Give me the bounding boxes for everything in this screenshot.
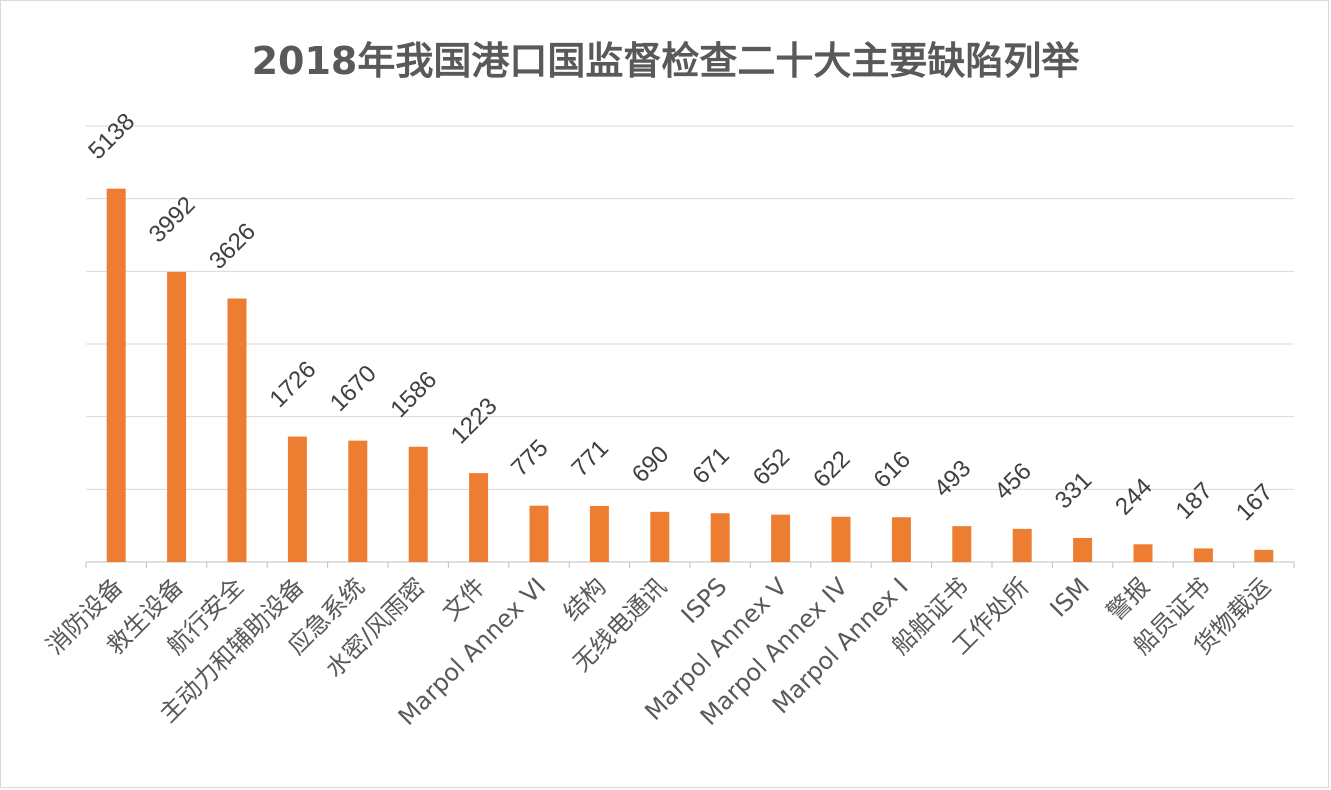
bar bbox=[710, 513, 730, 562]
data-label: 690 bbox=[627, 441, 674, 488]
data-label: 771 bbox=[567, 435, 614, 482]
data-label: 671 bbox=[687, 442, 734, 489]
data-label: 775 bbox=[506, 435, 553, 482]
chart-title: 2018年我国港口国监督检查二十大主要缺陷列举 bbox=[251, 39, 1080, 83]
bar bbox=[1193, 548, 1213, 562]
bar bbox=[529, 505, 549, 562]
bar bbox=[650, 511, 670, 562]
data-label: 493 bbox=[929, 455, 976, 502]
data-label: 5138 bbox=[83, 108, 140, 165]
category-label: ISM bbox=[1045, 572, 1095, 622]
data-label: 456 bbox=[989, 458, 1036, 505]
category-label: 警报 bbox=[1102, 572, 1156, 626]
data-label: 187 bbox=[1171, 477, 1218, 524]
bar bbox=[227, 298, 247, 562]
bar bbox=[1012, 528, 1032, 562]
data-label: 3626 bbox=[204, 218, 261, 275]
bar bbox=[167, 271, 187, 562]
bar bbox=[589, 505, 609, 562]
data-label: 331 bbox=[1050, 467, 1097, 514]
data-label: 622 bbox=[808, 446, 855, 493]
data-label: 1726 bbox=[265, 356, 322, 413]
bar bbox=[1133, 544, 1153, 562]
data-label: 244 bbox=[1110, 473, 1157, 520]
category-label: 文件 bbox=[437, 572, 491, 626]
bar bbox=[1254, 549, 1274, 562]
bar bbox=[831, 516, 851, 562]
gridlines bbox=[85, 125, 1295, 568]
bar bbox=[348, 440, 368, 562]
bar bbox=[952, 526, 972, 562]
bar bbox=[106, 188, 126, 562]
data-label: 1586 bbox=[385, 366, 442, 423]
bar bbox=[469, 473, 489, 562]
bars bbox=[106, 188, 1274, 562]
bar bbox=[1073, 537, 1093, 562]
data-label: 167 bbox=[1231, 479, 1278, 526]
bar bbox=[287, 436, 307, 562]
data-label: 1223 bbox=[446, 393, 503, 450]
bar bbox=[891, 517, 911, 562]
data-label: 3992 bbox=[144, 191, 201, 248]
data-label: 616 bbox=[869, 446, 916, 493]
data-label: 1670 bbox=[325, 360, 382, 417]
bar bbox=[408, 446, 428, 562]
data-label: 652 bbox=[748, 443, 795, 490]
category-label: 结构 bbox=[558, 572, 612, 626]
bar bbox=[771, 514, 791, 562]
